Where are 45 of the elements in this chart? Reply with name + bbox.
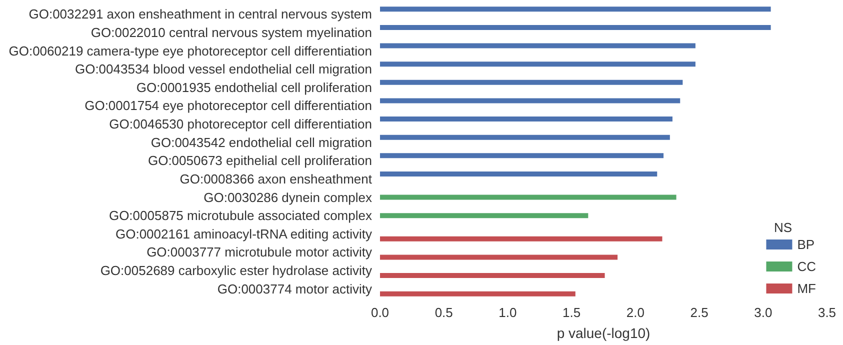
bar [380,6,771,12]
y-tick-label: GO:0043534 blood vessel endothelial cell migration [74,62,372,77]
bar [380,236,662,242]
bar [380,153,664,158]
bar [380,43,696,48]
x-tick-label: 1.0 [498,305,517,320]
y-tick-label: GO:0001935 endothelial cell proliferation [136,80,372,95]
bar [380,273,605,278]
y-tick-label: GO:0003777 microtubule motor activity [146,244,372,260]
y-tick-label: GO:0002161 aminoacyl-tRNA editing activity [115,226,372,242]
x-tick-label: 0.5 [434,305,453,320]
bar [380,62,696,67]
legend-title: NS [774,220,792,235]
bar [380,171,658,176]
y-tick-label: GO:0022010 central nervous system myelination [90,24,372,40]
bar [380,291,576,296]
y-tick-label: GO:0008366 axon ensheathment [180,171,372,186]
x-axis-title: p value(-log10) [556,325,650,341]
x-tick-label: 2.5 [690,305,708,320]
y-tick-label: GO:0032291 axon ensheathment in central nervous system [28,6,372,22]
bar [380,80,683,85]
bar [380,254,618,260]
y-tick-label: GO:0030286 dynein complex [204,190,372,205]
bar [380,134,670,140]
legend-label: CC [797,259,816,274]
x-tick-label: 1.5 [562,305,581,320]
legend-label: MF [797,281,816,296]
y-tick-label: GO:0005875 microtubule associated complex [108,208,372,224]
y-tick-label: GO:0043542 endothelial cell migration [150,134,372,150]
y-tick-label: GO:0052689 carboxylic ester hydrolase activity [100,263,372,278]
x-tick-label: 3.0 [754,305,772,320]
bar [380,24,771,30]
bar [380,98,680,104]
x-tick-label: 3.5 [818,305,836,320]
legend-label: BP [797,237,815,252]
bar [380,116,672,122]
x-tick-label: 0.0 [370,305,390,320]
y-tick-label: GO:0050673 epithelial cell proliferation [148,153,372,168]
x-tick-label: 2.0 [626,305,644,320]
y-tick-label: GO:0003774 motor activity [217,281,372,296]
bar [380,213,588,218]
y-tick-label: GO:0060219 camera-type eye photoreceptor cell differentiation [8,43,372,58]
y-tick-label: GO:0046530 photoreceptor cell differentiation [109,116,372,132]
y-tick-label: GO:0001754 eye photoreceptor cell differentiation [84,98,372,114]
bar [380,194,676,200]
